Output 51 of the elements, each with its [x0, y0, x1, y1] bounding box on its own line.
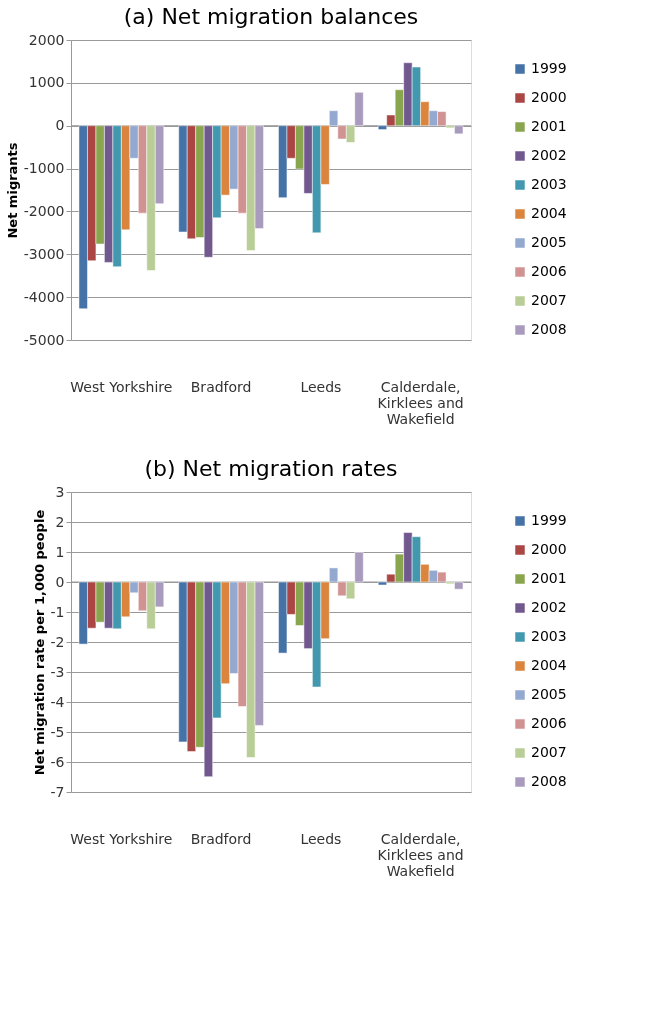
legend-label: 2008 — [531, 321, 567, 337]
x-tick-label: Calderdale, Kirklees and Wakefield — [377, 378, 464, 427]
y-tick-label: -1000 — [23, 160, 65, 177]
legend-label: 1999 — [531, 512, 567, 528]
y-tick-label: 1000 — [28, 74, 65, 91]
y-tick-label: -4 — [50, 693, 65, 710]
legend-label: 2004 — [531, 657, 567, 673]
legend-label: 1999 — [531, 60, 567, 76]
y-tick-label: -4000 — [23, 288, 65, 305]
legend-label: 2002 — [531, 147, 567, 163]
x-tick-label: Leeds — [300, 378, 342, 395]
y-tick-label: -5 — [50, 723, 65, 740]
legend-label: 2006 — [531, 263, 567, 279]
y-tick-label: -3000 — [23, 245, 65, 262]
legend-label: 2000 — [531, 541, 567, 557]
legend-label: 2003 — [531, 176, 567, 192]
y-tick-label: 2000 — [28, 31, 65, 48]
legend-label: 2008 — [531, 773, 567, 789]
y-tick-label: -3 — [50, 663, 65, 680]
legend-label: 2006 — [531, 715, 567, 731]
y-tick-label: 1 — [55, 543, 65, 560]
x-tick-label: West Yorkshire — [70, 830, 173, 847]
y-tick-label: 3 — [55, 483, 65, 500]
y-tick-label: -2000 — [23, 202, 65, 219]
legend-label: 2007 — [531, 744, 567, 760]
y-tick-label: -5000 — [23, 331, 65, 348]
legend-label: 2002 — [531, 599, 567, 615]
legend-label: 2005 — [531, 686, 567, 702]
x-tick-label: Bradford — [190, 830, 252, 847]
x-tick-label: Calderdale, Kirklees and Wakefield — [377, 830, 464, 879]
chart-title: (b) Net migration rates — [144, 456, 398, 481]
legend-label: 2001 — [531, 570, 567, 586]
y-axis-title: Net migrants — [4, 142, 20, 239]
y-tick-label: 0 — [55, 117, 65, 134]
legend-label: 2004 — [531, 205, 567, 221]
legend-label: 2005 — [531, 234, 567, 250]
y-tick-label: 0 — [55, 573, 65, 590]
y-tick-label: -6 — [50, 753, 65, 770]
x-tick-label: West Yorkshire — [70, 378, 173, 395]
legend-label: 2003 — [531, 628, 567, 644]
chart-title: (a) Net migration balances — [123, 4, 419, 29]
y-tick-label: 2 — [55, 513, 65, 530]
x-tick-label: Bradford — [190, 378, 252, 395]
y-tick-label: -7 — [50, 783, 65, 800]
legend-label: 2001 — [531, 118, 567, 134]
legend-label: 2007 — [531, 292, 567, 308]
legend-label: 2000 — [531, 89, 567, 105]
x-tick-label: Leeds — [300, 830, 342, 847]
y-axis-title: Net migration rate per 1,000 people — [31, 509, 47, 776]
y-tick-label: -2 — [50, 633, 65, 650]
y-tick-label: -1 — [50, 603, 65, 620]
